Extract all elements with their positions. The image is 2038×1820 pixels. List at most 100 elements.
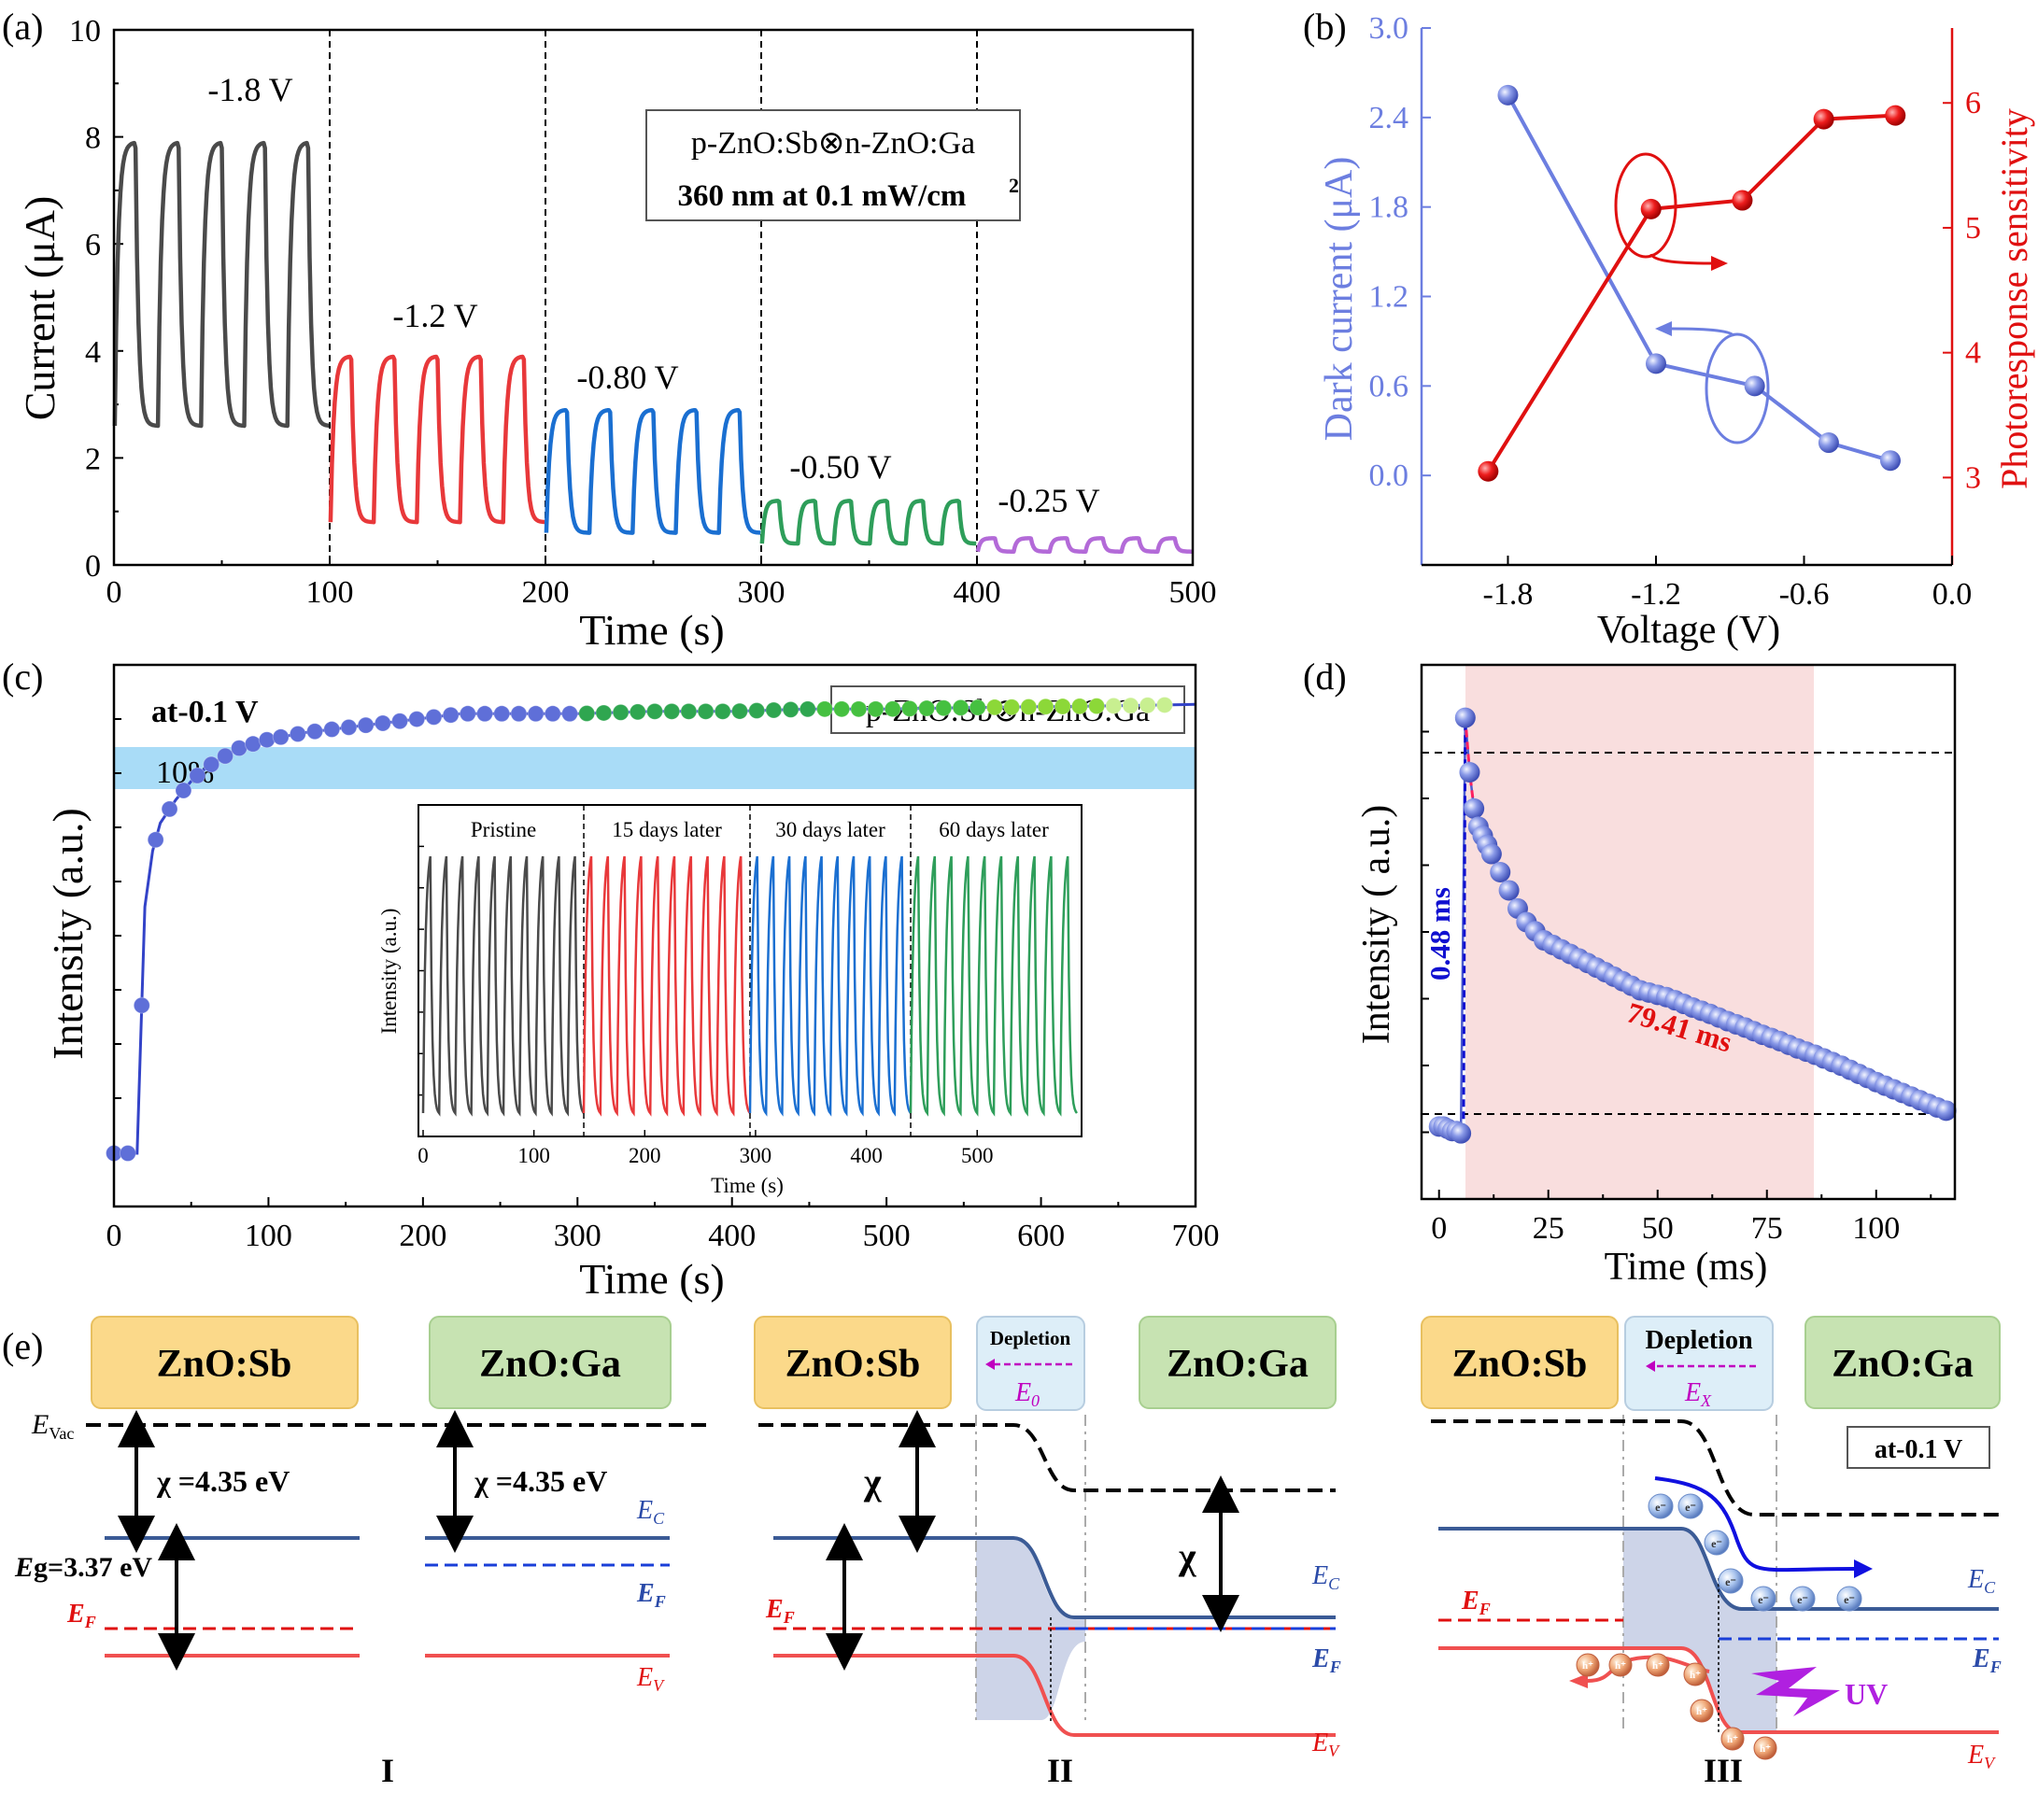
b-series-line-0 (1506, 93, 1891, 463)
c-series-point (1070, 698, 1088, 715)
electron-symbol: e⁻ (1725, 1575, 1736, 1588)
diagram-i-chi-left: χ =4.35 eV (156, 1464, 290, 1498)
c-inset-series-2 (748, 855, 913, 1117)
c-series-point (189, 767, 206, 784)
c-inset: Intensity (a.u.) Time (s) 0 100 200 300 400 5… (377, 804, 1083, 1197)
panel-d: (d) Intensity ( a.u.) Time (ms) 0 25 50 75 1… (1303, 656, 1957, 1289)
c-series-point (578, 705, 596, 723)
c-series-point (527, 705, 545, 723)
c-series-point (323, 721, 341, 739)
c-series-point (340, 718, 358, 736)
electron-icon (1704, 1530, 1730, 1556)
diagram-iii-depletion-fill (1623, 1529, 1776, 1732)
a-series-labels: -1.8 V -1.2 V -0.80 V -0.50 V -0.25 V (207, 71, 1099, 519)
electron-symbol: e⁻ (1844, 1593, 1855, 1606)
panel-b: (b) Dark current (μA) Photoresponse sens… (1303, 6, 2035, 652)
c-xtick-label: 0 (106, 1219, 122, 1253)
panel-label-d: (d) (1303, 656, 1347, 698)
d-frame (1420, 663, 1957, 1201)
hole-icon (1608, 1653, 1633, 1677)
c-inset-ylabel: Intensity (a.u.) (377, 909, 401, 1035)
diagram-ii-chi-left: χ (863, 1460, 882, 1503)
c-inset-xtick-label: 500 (961, 1144, 994, 1167)
c-series-point (1054, 698, 1071, 715)
c-series-point (833, 700, 851, 718)
diagram-iii-vacuum-level (1431, 1419, 1999, 1517)
b-series-point-1 (1478, 460, 1499, 482)
c-series-point (646, 702, 663, 720)
c-series-point (258, 731, 276, 749)
c-inset-xlabel: Time (s) (711, 1174, 784, 1197)
c-series-point (815, 700, 833, 718)
c-series-point (425, 708, 443, 726)
c-inset-xtick-label: 200 (629, 1144, 661, 1167)
diagram-i-eg: Eg=3.37 eV (14, 1552, 152, 1583)
d-xtick-label: 0 (1431, 1211, 1447, 1246)
a-series-1 (328, 354, 545, 525)
b-series-point-1 (1813, 108, 1834, 130)
electron-symbol: e⁻ (1797, 1593, 1808, 1606)
diagram-iii-bias-box (1847, 1426, 1990, 1469)
c-series-point (230, 740, 248, 757)
b-series-point-0 (1645, 353, 1666, 374)
c-series (106, 696, 1196, 1163)
c-series-point (272, 728, 290, 746)
c-inset-xtick-label: 100 (517, 1144, 550, 1167)
b-series-point-1 (1640, 198, 1662, 219)
a-series-2 (544, 407, 761, 535)
c-series-point (612, 703, 630, 721)
hole-symbol: h⁺ (1615, 1660, 1626, 1672)
diagram-iii-uv-label: UV (1845, 1677, 1888, 1711)
uv-lightning-icon (1751, 1667, 1840, 1716)
c-inset-xtick-label: 300 (740, 1144, 772, 1167)
d-series-point (1480, 843, 1502, 865)
electron-icon (1648, 1493, 1674, 1519)
c-frame (112, 663, 1197, 1208)
b-axis-indicators (1614, 152, 1770, 444)
hole-symbol: h⁺ (1690, 1670, 1701, 1681)
diagram-i-ev-label: EV (636, 1663, 665, 1695)
diagram-i-znoga-label: ZnO:Ga (479, 1343, 621, 1386)
diagram-ii-ef-label: EF (765, 1595, 795, 1627)
a-xtick-label: 100 (306, 575, 354, 610)
b-ytick-left-label: 3.0 (1369, 11, 1409, 46)
diagram-i-znosb-label: ZnO:Sb (157, 1343, 292, 1386)
hole-symbol: h⁺ (1696, 1706, 1707, 1717)
c-series-point (952, 698, 969, 716)
c-series-point (561, 705, 579, 723)
c-series-point (663, 702, 681, 720)
hole-icon (1646, 1653, 1670, 1677)
c-inset-segment-label-3: 60 days later (939, 818, 1049, 841)
hole-icon (1690, 1699, 1714, 1723)
c-series-point (544, 705, 561, 723)
a-series-label-4: -0.25 V (998, 482, 1099, 519)
b-series (1478, 84, 1906, 482)
d-rise-fit (1462, 717, 1467, 1132)
diagram-i: ZnO:Sb ZnO:Ga EVac χ =4.35 eV χ =4.35 eV… (14, 1316, 710, 1789)
diagram-iii-roman: III (1704, 1752, 1743, 1789)
a-series-label-3: -0.50 V (789, 448, 891, 486)
diagram-ii: ZnO:Sb Depletion E0 ZnO:Ga χ χ EF EC EF … (754, 1316, 1341, 1789)
d-series-point (1935, 1100, 1957, 1122)
c-series-point (119, 1145, 136, 1163)
hole-icon (1720, 1727, 1745, 1751)
a-ylabel: Current (μA) (16, 196, 64, 421)
diagram-iii-znoga-label: ZnO:Ga (1832, 1343, 1974, 1386)
diagram-ii-ev (773, 1654, 1336, 1737)
c-inset-segment-label-1: 15 days later (612, 818, 722, 841)
b-ytick-left-label: 1.2 (1369, 280, 1409, 315)
c-series-point (884, 700, 901, 718)
diagram-iii-field-label: EX (1684, 1378, 1712, 1410)
diagram-ii-ev-label: EV (1311, 1728, 1340, 1760)
diagram-iii-depletion-label: Depletion (1645, 1326, 1753, 1355)
c-series-point (714, 702, 731, 720)
b-xlabel: Voltage (V) (1597, 609, 1780, 652)
panel-label-a: (a) (2, 6, 43, 48)
panel-e: (e) ZnO:Sb ZnO:Ga EVac χ =4.35 eV χ =4.3… (2, 1316, 2002, 1789)
diagram-iii-electrons: e⁻ e⁻ e⁻ e⁻ e⁻ e⁻ e⁻ (1648, 1493, 1862, 1612)
c-series-point (175, 782, 192, 799)
a-ytick-label: 10 (69, 14, 101, 49)
a-series (112, 140, 1194, 554)
c-series-point (629, 703, 646, 721)
